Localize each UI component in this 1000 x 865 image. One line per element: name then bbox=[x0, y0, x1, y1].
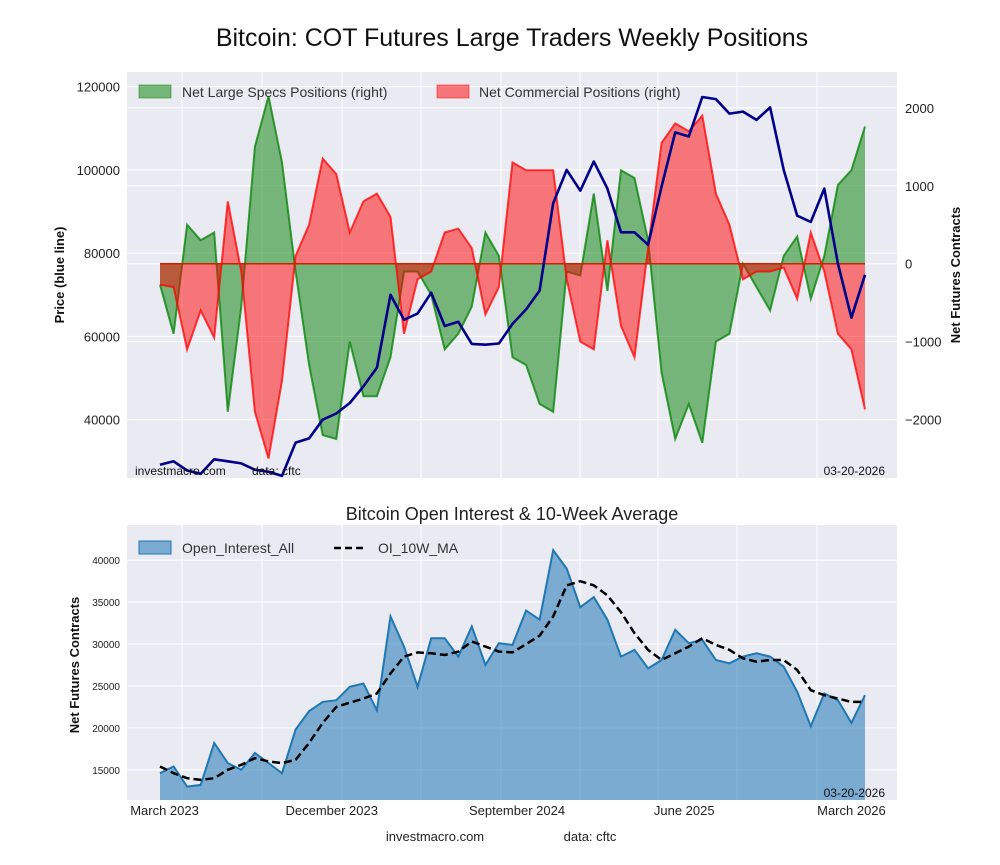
left-tick-label: 40000 bbox=[84, 413, 120, 428]
right-tick-label: 1000 bbox=[905, 179, 934, 194]
chart-title: Bitcoin: COT Futures Large Traders Weekl… bbox=[216, 24, 808, 52]
oi-tick-label: 30000 bbox=[92, 640, 120, 651]
source-site-note: investmacro.com bbox=[135, 464, 226, 478]
left-tick-label: 80000 bbox=[84, 246, 120, 261]
oi-line bbox=[159, 547, 866, 788]
legend-label-specs: Net Large Specs Positions (right) bbox=[182, 84, 387, 100]
date-tick-label: March 2026 bbox=[817, 803, 886, 818]
left-axis-label: Price (blue line) bbox=[52, 227, 67, 324]
commercials-line bbox=[159, 113, 866, 459]
oi-chart-title: Bitcoin Open Interest & 10-Week Average bbox=[346, 504, 679, 524]
right-tick-label: 0 bbox=[905, 257, 912, 272]
legend-swatch-oi bbox=[138, 540, 172, 555]
oi-tick-label: 25000 bbox=[92, 682, 120, 693]
commercials-area bbox=[160, 115, 865, 459]
price-line bbox=[159, 95, 867, 478]
date-axis-ticks: March 2023 December 2023 September 2024 Jun… bbox=[130, 803, 886, 818]
bottom-series bbox=[159, 547, 866, 800]
oi-tick-label: 40000 bbox=[92, 556, 120, 567]
legend-label-oi: Open_Interest_All bbox=[182, 540, 294, 556]
right-axis-label: Net Futures Contracts bbox=[948, 207, 963, 344]
date-stamp-top: 03-20-2026 bbox=[824, 464, 886, 478]
left-tick-label: 100000 bbox=[77, 163, 120, 178]
right-tick-label: −2000 bbox=[905, 413, 942, 428]
date-tick-label: March 2023 bbox=[130, 803, 199, 818]
right-tick-label: 2000 bbox=[905, 101, 934, 116]
legend-swatch-specs bbox=[138, 84, 172, 99]
oi-axis-label: Net Futures Contracts bbox=[67, 597, 82, 734]
legend-label-commercials: Net Commercial Positions (right) bbox=[479, 84, 681, 100]
footer-data: data: cftc bbox=[564, 829, 617, 844]
left-tick-label: 120000 bbox=[77, 80, 120, 95]
top-series bbox=[159, 95, 867, 478]
ma-line bbox=[159, 579, 865, 782]
specs-area bbox=[160, 96, 865, 443]
source-data-note: data: cftc bbox=[252, 464, 301, 478]
date-stamp-bottom: 03-20-2026 bbox=[824, 786, 886, 800]
right-axis-ticks: 2000 1000 0 −2000 −1000 bbox=[905, 101, 942, 428]
date-tick-label: September 2024 bbox=[469, 803, 565, 818]
oi-tick-label: 15000 bbox=[92, 766, 120, 777]
legend-swatch-commercials bbox=[436, 84, 470, 99]
oi-tick-label: 35000 bbox=[92, 598, 120, 609]
top-legend: Net Large Specs Positions (right) Net Co… bbox=[138, 84, 681, 100]
date-tick-label: June 2025 bbox=[654, 803, 715, 818]
left-tick-label: 60000 bbox=[84, 329, 120, 344]
bottom-legend: Open_Interest_All OI_10W_MA bbox=[138, 540, 459, 556]
right-tick-label: −1000 bbox=[905, 335, 942, 350]
left-axis-ticks: 120000 100000 80000 60000 40000 bbox=[77, 80, 120, 428]
oi-axis-ticks: 40000 35000 30000 25000 20000 15000 bbox=[92, 556, 120, 777]
oi-area bbox=[160, 550, 865, 800]
oi-tick-label: 20000 bbox=[92, 724, 120, 735]
date-tick-label: December 2023 bbox=[285, 803, 378, 818]
bottom-panel: 40000 35000 30000 25000 20000 15000 March 202… bbox=[67, 525, 897, 818]
top-panel: 120000 100000 80000 60000 40000 2000 1000 0 −20… bbox=[52, 72, 963, 478]
footer-site: investmacro.com bbox=[386, 829, 484, 844]
legend-label-ma: OI_10W_MA bbox=[378, 540, 459, 556]
